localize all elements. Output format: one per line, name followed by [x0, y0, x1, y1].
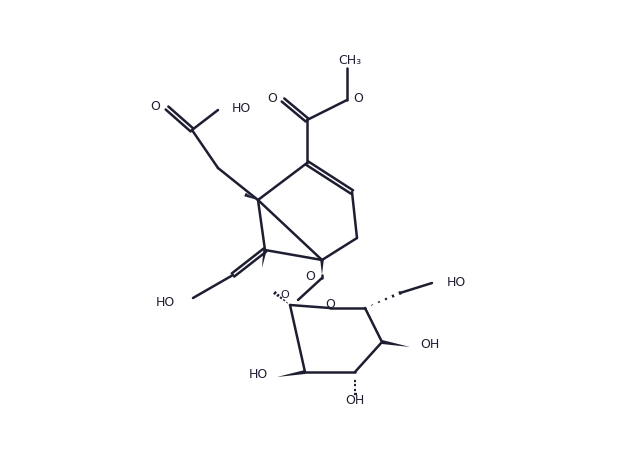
Text: O: O — [325, 298, 335, 312]
Text: O: O — [150, 100, 160, 112]
Text: OH: OH — [346, 393, 365, 407]
Polygon shape — [320, 260, 324, 275]
Text: O: O — [267, 92, 277, 104]
Polygon shape — [277, 370, 305, 377]
Text: HO: HO — [249, 368, 268, 381]
Text: HO: HO — [447, 275, 467, 289]
Polygon shape — [381, 340, 410, 347]
Text: CH₃: CH₃ — [339, 54, 362, 66]
Polygon shape — [262, 250, 267, 268]
Text: O: O — [305, 271, 315, 283]
Text: OH: OH — [420, 338, 439, 352]
Text: O: O — [353, 92, 363, 104]
Text: O: O — [280, 290, 289, 300]
Text: HO: HO — [232, 102, 252, 115]
Text: HO: HO — [156, 296, 175, 308]
